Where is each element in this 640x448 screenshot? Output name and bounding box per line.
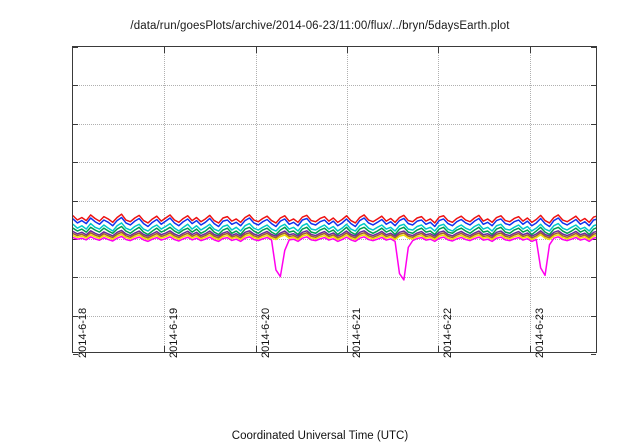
y-axis-tick	[73, 238, 78, 240]
x-axis-tick	[529, 47, 531, 53]
y-axis-tick	[591, 315, 596, 317]
series-layer	[73, 213, 596, 281]
gridline-vertical	[438, 47, 440, 352]
x-axis-tick	[255, 47, 257, 53]
series-brown	[73, 231, 596, 239]
series-cyan	[73, 222, 596, 232]
y-axis-tick	[591, 354, 596, 355]
gridline-horizontal	[73, 162, 596, 164]
y-axis-tick	[591, 200, 596, 202]
series-purple	[73, 229, 596, 237]
series-clip	[73, 47, 596, 352]
x-axis-tick-label: 2014-6-18	[77, 307, 89, 358]
y-axis-tick	[591, 277, 596, 279]
plot-frame	[72, 46, 597, 355]
gridline-vertical	[529, 47, 531, 352]
x-axis-tick	[438, 346, 440, 352]
y-axis-tick	[591, 47, 596, 48]
x-axis-tick	[529, 346, 531, 352]
y-axis-tick	[591, 162, 596, 164]
gridline-horizontal	[73, 315, 596, 317]
x-axis-tick	[164, 47, 166, 53]
gridline-horizontal	[73, 85, 596, 87]
series-magenta	[73, 235, 596, 281]
y-axis-tick	[73, 200, 78, 202]
series-yellow	[73, 233, 596, 241]
y-axis-tick	[591, 123, 596, 125]
x-axis-tick	[438, 47, 440, 53]
y-axis-tick	[73, 277, 78, 279]
series-green	[73, 225, 596, 236]
x-axis-tick	[346, 47, 348, 53]
chart-title: /data/run/goesPlots/archive/2014-06-23/1…	[130, 20, 510, 32]
x-axis-tick-label: 2014-6-22	[442, 307, 455, 358]
x-axis-tick-label: 2014-6-21	[350, 307, 363, 358]
x-axis-tick	[346, 346, 348, 352]
gridline-horizontal	[73, 123, 596, 125]
gridline-vertical	[164, 47, 166, 352]
x-axis-tick-label: 2014-6-19	[168, 307, 181, 358]
y-axis-tick	[73, 47, 78, 48]
x-axis-tick-label: 2014-6-23	[533, 307, 546, 358]
y-axis-tick	[73, 123, 78, 125]
gridline-horizontal	[73, 277, 596, 279]
y-axis-tick	[73, 315, 78, 317]
gridline-horizontal	[73, 200, 596, 202]
x-axis-tick-label: 2014-6-20	[259, 307, 272, 358]
gridline-vertical	[346, 47, 348, 352]
y-axis-tick	[591, 85, 596, 87]
series-red	[73, 213, 596, 224]
y-axis-tick	[73, 354, 78, 355]
gridline-vertical	[255, 47, 257, 352]
y-axis-tick	[73, 85, 78, 87]
y-axis-tick	[591, 238, 596, 240]
x-axis-label: Coordinated Universal Time (UTC)	[231, 430, 409, 442]
series-blue	[73, 216, 596, 228]
x-axis-tick	[255, 346, 257, 352]
x-axis-tick	[164, 346, 166, 352]
y-axis-tick	[73, 162, 78, 164]
